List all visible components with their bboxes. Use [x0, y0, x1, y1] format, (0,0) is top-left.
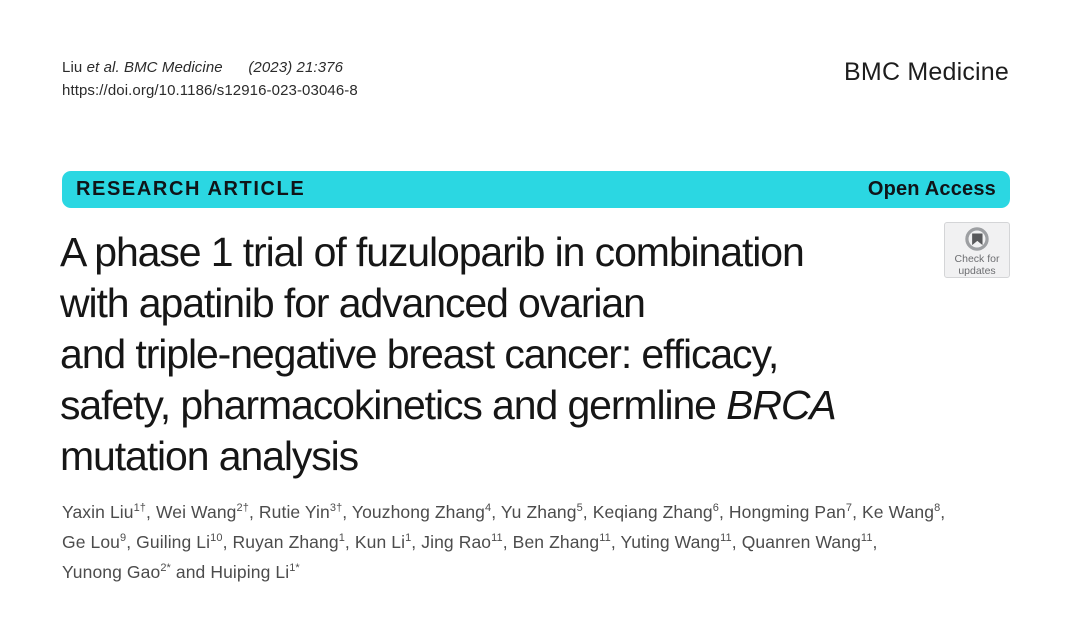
author-affiliation-superscript: 1† [133, 502, 147, 515]
author-name: Quanren Wang [741, 532, 861, 552]
author-affiliation-superscript: 6 [712, 502, 719, 515]
author-affiliation-superscript: 11 [860, 532, 873, 545]
author-name: Keqiang Zhang [592, 502, 713, 522]
author-affiliation-superscript: 8 [934, 502, 941, 515]
author-affiliation-superscript: 4 [485, 502, 492, 515]
banner: RESEARCH ARTICLE Open Access [62, 171, 1010, 208]
author-affiliation-superscript: 7 [845, 502, 853, 515]
author-affiliation-superscript: 11 [599, 532, 611, 545]
journal-name: BMC Medicine [844, 58, 1009, 86]
author-name: Kun Li [354, 532, 406, 552]
author-name: Ge Lou [62, 532, 121, 552]
author-affiliation-superscript: 10 [210, 532, 223, 545]
author-name: Ben Zhang [512, 532, 600, 552]
author-affiliation-superscript: 11 [720, 532, 732, 545]
author-name: Yaxin Liu [62, 502, 134, 522]
author-name: Hongming Pan [728, 502, 846, 522]
author-name: Youzhong Zhang [351, 502, 486, 522]
crossmark-icon [964, 226, 990, 252]
author-name: Huiping Li [210, 562, 290, 582]
author-name: Wei Wang [155, 502, 237, 522]
article-title: A phase 1 trial of fuzuloparib in combin… [60, 229, 837, 479]
author-list: Yaxin Liu1†, Wei Wang2†, Rutie Yin3†, Yo… [62, 502, 946, 582]
author-affiliation-superscript: 1* [289, 562, 300, 575]
author-affiliation-superscript: 3† [329, 502, 343, 515]
author-name: Jing Rao [421, 532, 492, 552]
author-name: Yuting Wang [620, 532, 721, 552]
author-name: Yunong Gao [62, 562, 161, 582]
check-badge-text: Check for updates [954, 253, 1000, 277]
author-name: Rutie Yin [258, 502, 330, 522]
author-affiliation-superscript: 2* [160, 562, 171, 575]
author-name: Ke Wang [862, 502, 935, 522]
check-for-updates-button[interactable]: Check for updates [944, 222, 1010, 278]
citation-block: Liu et al. BMC Medicine (2023) 21:376 ht… [62, 56, 358, 102]
doi-link[interactable]: https://doi.org/10.1186/s12916-023-03046… [62, 82, 358, 99]
citation-line: Liu et al. BMC Medicine (2023) 21:376 [62, 59, 344, 76]
author-affiliation-superscript: 5 [576, 502, 583, 515]
author-name: Ruyan Zhang [232, 532, 339, 552]
author-affiliation-superscript: 11 [491, 532, 503, 545]
author-affiliation-superscript: 9 [120, 532, 127, 545]
author-affiliation-superscript: 2† [236, 502, 249, 515]
author-affiliation-superscript: 1 [405, 532, 412, 545]
open-access-label: Open Access [867, 178, 996, 200]
author-affiliation-superscript: 1 [338, 532, 345, 545]
article-type-label: RESEARCH ARTICLE [76, 178, 306, 200]
author-name: Guiling Li [136, 532, 211, 552]
author-name: Yu Zhang [500, 502, 577, 522]
